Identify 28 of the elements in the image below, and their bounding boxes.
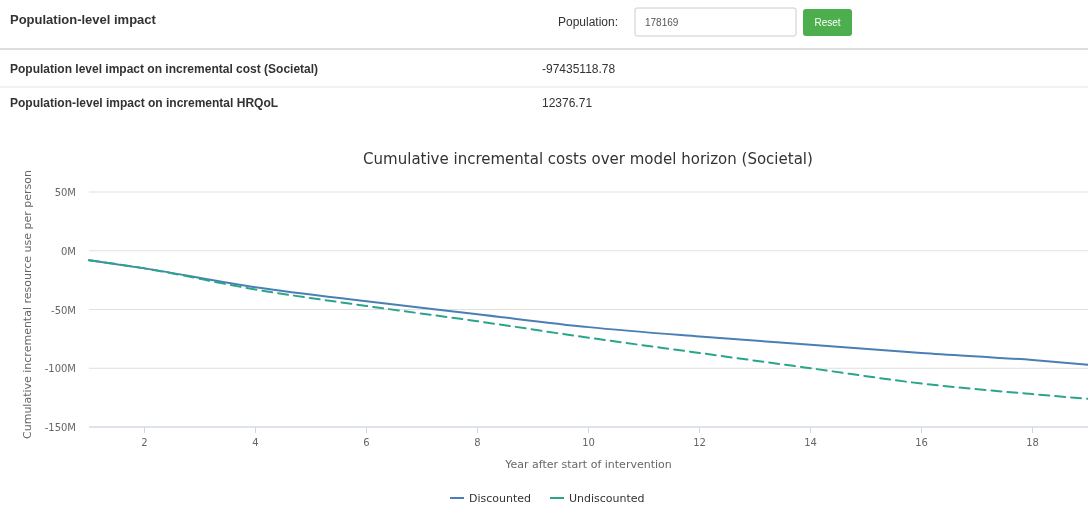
text: 12376.71 <box>542 96 593 110</box>
y-tick-label: -50M <box>51 304 76 316</box>
x-tick-label: 6 <box>363 437 370 448</box>
text: Population-level impact on incremental HRQoL <box>10 96 279 110</box>
x-tick-label: 14 <box>804 437 817 448</box>
x-tick-label: 18 <box>1026 437 1039 448</box>
legend-label: Undiscounted <box>569 492 645 505</box>
line-series <box>88 259 1088 400</box>
x-tick-label: 8 <box>474 437 481 448</box>
text: 178169 <box>645 17 679 28</box>
text: Population-level impact <box>10 12 157 27</box>
y-tick-label: -150M <box>44 422 76 433</box>
chart-title: Cumulative incremental costs over model horizon (Societal) <box>363 150 813 168</box>
y-axis-title: Cumulative incremental resource use per person <box>21 169 34 439</box>
y-tick-label: 0M <box>61 245 76 257</box>
text: -97435118.78 <box>542 62 616 76</box>
x-tick-label: 16 <box>915 437 928 448</box>
x-tick-label: 2 <box>141 437 148 448</box>
legend-label: Discounted <box>469 492 532 505</box>
x-tick-label: 10 <box>582 437 595 448</box>
y-tick-label: -100M <box>44 363 76 375</box>
y-tick-label: 50M <box>54 187 76 198</box>
x-axis-title: Year after start of intervention <box>504 458 672 471</box>
x-tick-label: 12 <box>693 437 706 448</box>
x-tick-label: 4 <box>252 437 259 448</box>
text: Population: <box>558 15 619 29</box>
text: Population level impact on incremental cost (Societal) <box>10 62 319 76</box>
text: Reset <box>814 17 841 28</box>
